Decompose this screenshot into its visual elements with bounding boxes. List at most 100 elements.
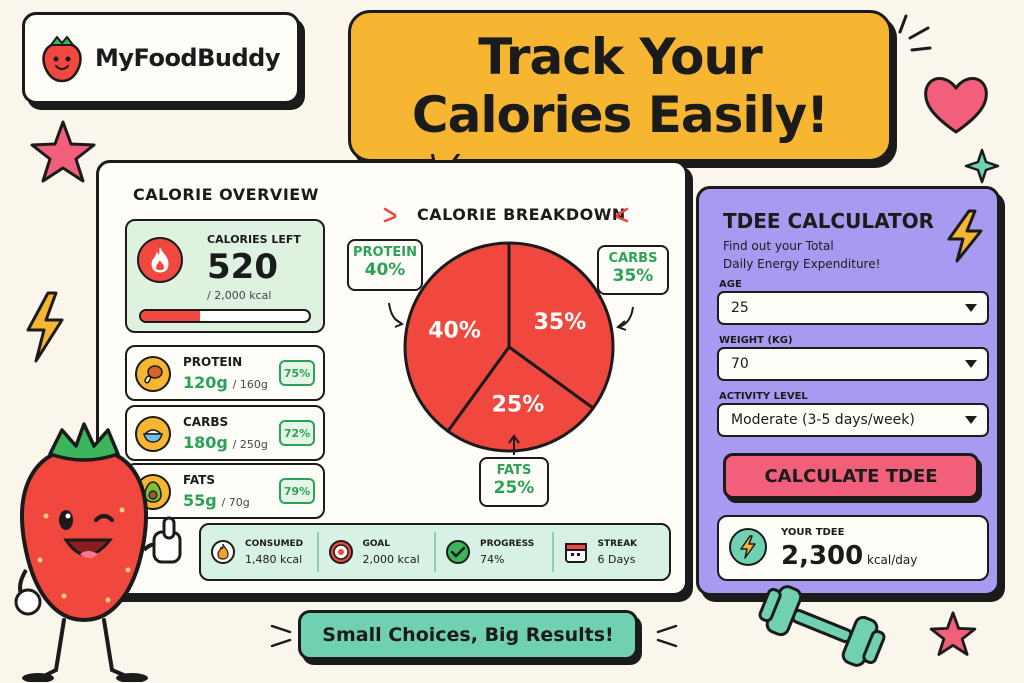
result-label: YOUR TDEE	[781, 527, 845, 538]
stat-value: 6 Days	[597, 552, 636, 566]
tdee-subtitle-2: Daily Energy Expenditure!	[723, 257, 881, 271]
protein-callout: PROTEIN 40%	[347, 239, 423, 291]
stat-label: GOAL	[362, 538, 391, 549]
macro-value-group: 180g / 250g	[183, 433, 268, 452]
overview-title: CALORIE OVERVIEW	[133, 185, 319, 204]
motto-banner: Small Choices, Big Results!	[298, 610, 638, 660]
stat-goal: GOAL 2,000 kcal	[319, 532, 436, 572]
chevron-down-icon	[965, 360, 977, 368]
stat-label: STREAK	[597, 538, 638, 549]
stats-strip: CONSUMED 1,480 kcal GOAL 2,000 kcal PROGRE…	[199, 523, 671, 581]
macro-name: FATS	[183, 473, 216, 487]
tdee-title: TDEE CALCULATOR	[723, 209, 935, 233]
pink-star-icon	[30, 120, 96, 183]
callout-title: PROTEIN	[352, 245, 418, 260]
weight-value: 70	[731, 356, 749, 372]
stat-streak: STREAK 6 Days	[554, 532, 670, 572]
chart-title: CALORIE BREAKDOWN	[417, 205, 626, 224]
age-label: AGE	[719, 279, 742, 290]
chevron-down-icon	[965, 416, 977, 424]
stat-value: 1,480 kcal	[245, 552, 303, 566]
banner-accent-left	[270, 624, 292, 648]
macro-target: / 70g	[221, 496, 250, 509]
age-select[interactable]: 25	[717, 291, 989, 325]
stat-label: CONSUMED	[245, 538, 304, 549]
sparkle-icon	[964, 148, 1000, 184]
result-value: 2,300	[781, 541, 864, 571]
macro-target: / 250g	[232, 438, 268, 451]
calories-progress-bar	[139, 309, 311, 323]
stat-consumed: CONSUMED 1,480 kcal	[201, 532, 319, 572]
macro-row-fats: FATS 55g / 70g 79%	[125, 463, 325, 519]
headline-line-1: Track Your	[478, 28, 763, 86]
macro-row-carbs: CARBS 180g / 250g 72%	[125, 405, 325, 461]
strawberry-mascot-icon	[14, 422, 182, 682]
calories-progress-fill	[141, 311, 200, 321]
macro-name: CARBS	[183, 415, 229, 429]
tdee-result-card: YOUR TDEE 2,300 kcal/day	[717, 515, 989, 581]
dash-lines-icon	[898, 14, 932, 52]
chevron-down-icon	[965, 304, 977, 312]
strawberry-logo-icon	[42, 36, 82, 83]
callout-percent: 35%	[612, 266, 654, 286]
callout-title: CARBS	[608, 251, 658, 266]
macro-value: 180g	[183, 433, 228, 452]
lightning-bolt-icon	[947, 209, 983, 263]
tdee-calculator-panel: TDEE CALCULATOR Find out your Total Dail…	[696, 186, 1000, 596]
activity-value: Moderate (3-5 days/week)	[731, 412, 915, 428]
calorie-pie-chart: 35% 25% 40%	[403, 241, 615, 453]
macro-row-protein: PROTEIN 120g / 160g 75%	[125, 345, 325, 401]
heart-icon	[924, 77, 988, 134]
brand-logo[interactable]: MyFoodBuddy	[22, 12, 300, 104]
drumstick-icon	[135, 356, 171, 392]
fats-callout: FATS 25%	[479, 457, 549, 507]
headline-line-2: Calories Easily!	[411, 86, 829, 144]
pie-slice-fats	[446, 345, 595, 453]
macro-percent-badge: 72%	[279, 420, 315, 446]
macro-percent-badge: 79%	[279, 478, 315, 504]
macro-value: 55g	[183, 491, 217, 510]
pie-label-fats: 25%	[492, 392, 545, 417]
result-unit: kcal/day	[867, 553, 918, 567]
weight-label: WEIGHT (KG)	[719, 335, 793, 346]
stat-value: 74%	[480, 552, 505, 566]
macro-value-group: 120g / 160g	[183, 373, 268, 392]
pink-star-small-icon	[929, 611, 977, 656]
weight-select[interactable]: 70	[717, 347, 989, 381]
flame-small-icon	[209, 538, 237, 566]
calories-left-card: CALORIES LEFT 520 / 2,000 kcal	[125, 219, 325, 333]
pie-slice-protein	[403, 241, 511, 433]
target-icon	[327, 538, 355, 566]
tdee-subtitle-1: Find out your Total	[723, 239, 834, 253]
check-circle-icon	[444, 538, 472, 566]
rice-bowl-icon	[135, 416, 171, 452]
macro-value-group: 55g / 70g	[183, 491, 250, 510]
callout-percent: 40%	[364, 260, 406, 280]
calories-left-label: CALORIES LEFT	[207, 233, 301, 246]
activity-select[interactable]: Moderate (3-5 days/week)	[717, 403, 989, 437]
callout-percent: 25%	[493, 478, 535, 498]
energy-icon	[729, 528, 767, 566]
headline-bubble: Track Your Calories Easily!	[348, 10, 892, 162]
calorie-panel: CALORIE OVERVIEW CALORIES LEFT 520 / 2,0…	[96, 160, 688, 596]
pie-label-protein: 40%	[428, 318, 481, 343]
flame-icon	[137, 237, 183, 283]
stat-value: 2,000 kcal	[362, 552, 420, 566]
lightning-icon	[26, 291, 64, 363]
stat-progress: PROGRESS 74%	[436, 532, 554, 572]
carbs-callout: CARBS 35%	[597, 245, 669, 295]
dumbbell-icon	[758, 585, 886, 667]
macro-name: PROTEIN	[183, 355, 243, 369]
activity-label: ACTIVITY LEVEL	[719, 391, 808, 402]
stat-label: PROGRESS	[480, 538, 535, 549]
banner-accent-right	[656, 624, 678, 648]
callout-arrows	[388, 302, 634, 455]
age-value: 25	[731, 300, 749, 316]
brand-name: MyFoodBuddy	[95, 44, 281, 72]
macro-target: / 160g	[232, 378, 268, 391]
calories-total: / 2,000 kcal	[207, 289, 272, 302]
calendar-icon	[562, 538, 590, 566]
chart-title-accents	[383, 207, 629, 223]
calories-left-value: 520	[207, 247, 278, 287]
calculate-tdee-button[interactable]: CALCULATE TDEE	[723, 453, 979, 499]
